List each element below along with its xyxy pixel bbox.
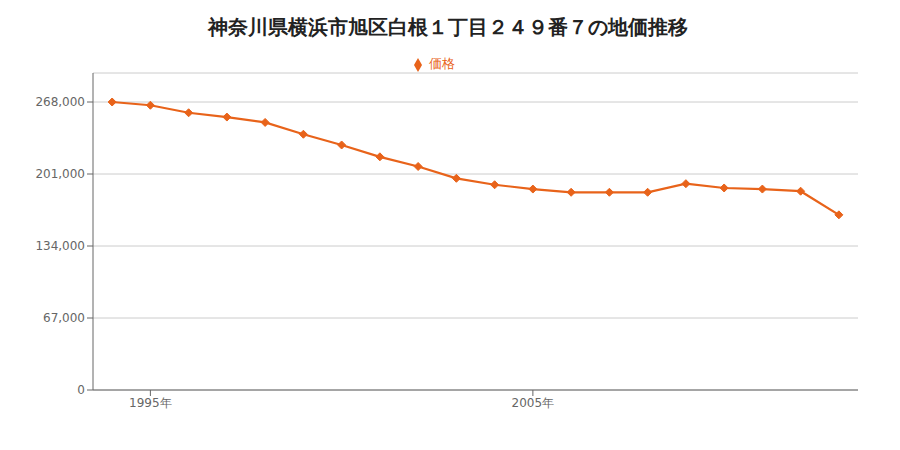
html-text:価格: 価格: [429, 56, 455, 71]
svg-text:2005年: 2005年: [512, 396, 555, 410]
svg-text:0: 0: [77, 383, 85, 397]
svg-text:134,000: 134,000: [35, 239, 85, 253]
html-text:神奈川県横浜市旭区白根１丁目２４９番７の地価推移: 神奈川県横浜市旭区白根１丁目２４９番７の地価推移: [208, 15, 688, 39]
svg-text:67,000: 67,000: [43, 311, 85, 325]
svg-text:268,000: 268,000: [35, 95, 85, 109]
svg-text:1995年: 1995年: [129, 396, 172, 410]
svg-text:201,000: 201,000: [35, 167, 85, 181]
